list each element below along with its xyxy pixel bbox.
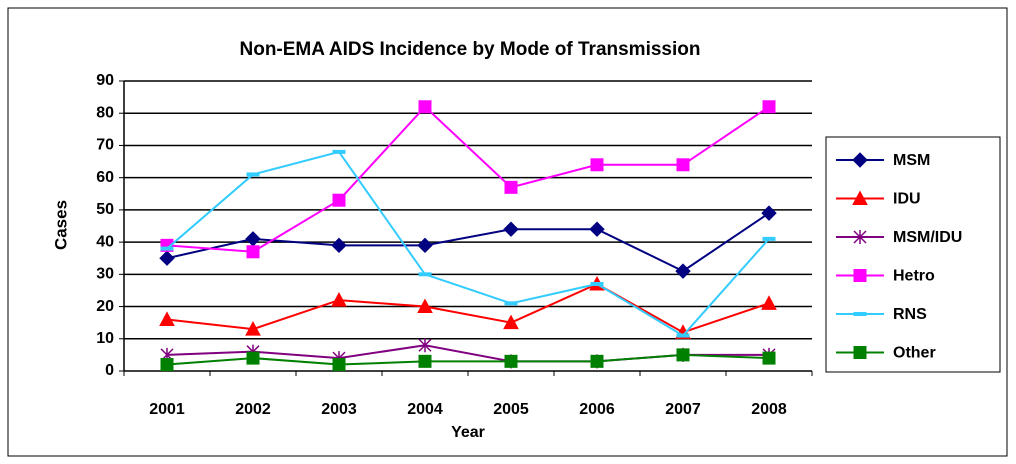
marker	[331, 237, 347, 254]
marker	[853, 312, 867, 316]
y-tick-label: 80	[96, 104, 114, 121]
marker	[676, 158, 690, 172]
marker	[503, 314, 519, 330]
marker	[418, 272, 432, 277]
marker	[246, 245, 260, 259]
marker	[676, 333, 690, 338]
legend-label: MSM/IDU	[893, 229, 962, 246]
marker	[418, 338, 432, 353]
marker	[159, 250, 175, 266]
x-tick-label: 2006	[579, 401, 615, 418]
marker	[504, 301, 518, 306]
marker	[761, 205, 777, 221]
legend-box	[825, 136, 1001, 373]
marker	[160, 246, 174, 251]
series-line	[166, 282, 770, 334]
marker	[246, 172, 260, 177]
y-axis-label: Cases	[51, 200, 70, 250]
marker	[332, 358, 346, 372]
x-tick-label: 2008	[751, 401, 787, 418]
marker	[246, 351, 260, 365]
marker	[762, 351, 776, 365]
marker	[853, 346, 867, 359]
marker	[245, 321, 261, 336]
x-tick-label: 2005	[493, 401, 529, 418]
marker	[589, 221, 605, 237]
marker	[590, 158, 604, 172]
x-tick-label: 2001	[149, 401, 185, 418]
legend-label: RNS	[893, 306, 927, 323]
x-axis-label: Year	[451, 424, 485, 441]
marker	[590, 282, 604, 286]
chart-title: Non-EMA AIDS Incidence by Mode of Transm…	[240, 39, 701, 60]
series-line	[166, 212, 770, 273]
series-line	[166, 105, 770, 253]
y-tick-label: 30	[96, 266, 114, 283]
marker	[503, 221, 519, 237]
y-tick-label: 60	[96, 169, 114, 186]
marker	[331, 292, 347, 307]
x-tick-label: 2004	[407, 401, 443, 418]
legend-label: Hetro	[893, 268, 935, 285]
marker	[853, 269, 867, 282]
legend-label: Other	[893, 345, 936, 362]
marker	[762, 236, 776, 241]
legend-label: MSM	[893, 152, 930, 169]
y-tick-label: 0	[105, 362, 114, 379]
marker	[762, 100, 776, 114]
marker	[852, 152, 868, 168]
marker	[852, 190, 868, 205]
marker	[418, 354, 432, 368]
marker	[417, 298, 433, 314]
marker	[504, 354, 518, 368]
marker	[417, 237, 433, 254]
marker	[675, 263, 691, 279]
series-line	[166, 150, 770, 337]
series-line	[166, 353, 770, 366]
marker	[332, 193, 346, 207]
y-tick-label: 70	[96, 137, 114, 154]
legend-label: IDU	[893, 191, 921, 208]
y-tick-label: 50	[96, 201, 114, 218]
marker	[761, 295, 777, 310]
marker	[853, 230, 867, 244]
x-tick-label: 2007	[665, 401, 701, 418]
y-tick-label: 90	[96, 72, 114, 89]
y-tick-label: 10	[96, 330, 114, 347]
marker	[332, 149, 346, 154]
x-tick-label: 2003	[321, 401, 357, 418]
marker	[160, 358, 174, 372]
marker	[159, 311, 175, 326]
marker	[504, 180, 518, 194]
marker	[590, 354, 604, 368]
marker	[676, 348, 690, 362]
x-tick-label: 2002	[235, 401, 271, 418]
marker	[418, 100, 432, 114]
y-tick-label: 40	[96, 233, 114, 250]
y-tick-label: 20	[96, 298, 114, 315]
